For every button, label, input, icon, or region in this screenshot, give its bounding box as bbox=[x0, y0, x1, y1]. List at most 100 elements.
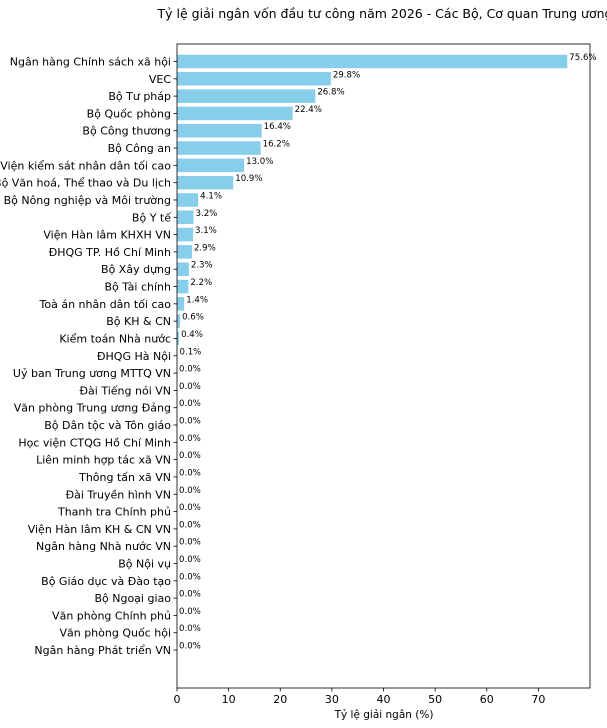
category-label: Bộ Nông nghiệp và Môi trường bbox=[4, 194, 171, 207]
value-label: 0.4% bbox=[181, 330, 203, 340]
value-label: 0.0% bbox=[179, 503, 201, 513]
value-label: 0.0% bbox=[179, 365, 201, 375]
bar bbox=[177, 193, 199, 207]
value-label: 0.6% bbox=[182, 313, 204, 323]
bar bbox=[177, 106, 293, 121]
value-label: 10.9% bbox=[235, 174, 262, 184]
x-tick-label: 0 bbox=[174, 693, 181, 706]
category-label: Ngân hàng Chính sách xã hội bbox=[10, 56, 171, 69]
category-label: ĐHQG Hà Nội bbox=[97, 350, 171, 363]
category-label: Bộ Văn hoá, Thể thao và Du lịch bbox=[0, 177, 171, 190]
value-label: 2.9% bbox=[194, 243, 216, 253]
category-label: VEC bbox=[149, 73, 171, 86]
value-label: 1.4% bbox=[186, 295, 208, 305]
category-label: Toà án nhân dân tối cao bbox=[39, 298, 172, 311]
category-label: Đài Tiếng nói VN bbox=[80, 384, 171, 397]
category-label: Bộ Tài chính bbox=[104, 281, 171, 294]
value-label: 16.4% bbox=[264, 122, 291, 132]
category-label: Đài Truyền hình VN bbox=[66, 488, 171, 501]
category-label: Bộ Xây dựng bbox=[101, 263, 171, 276]
bar bbox=[177, 297, 185, 311]
value-label: 13.0% bbox=[246, 157, 273, 167]
bar bbox=[177, 89, 316, 103]
value-label: 4.1% bbox=[200, 191, 222, 201]
value-label: 3.1% bbox=[195, 226, 217, 236]
category-label: Thông tấn xã VN bbox=[78, 471, 171, 484]
bar bbox=[177, 262, 189, 276]
bar bbox=[177, 210, 194, 225]
category-label: ĐHQG TP. Hồ Chí Minh bbox=[49, 246, 171, 259]
chart-title: Tỷ lệ giải ngân vốn đầu tư công năm 2026… bbox=[157, 6, 607, 21]
bar bbox=[177, 175, 234, 190]
category-label: Bộ Dân tộc và Tôn giáo bbox=[44, 419, 171, 432]
bar bbox=[177, 54, 568, 69]
category-label: Bộ Công thương bbox=[82, 125, 171, 138]
category-label: Bộ Nội vụ bbox=[118, 557, 171, 570]
category-label: Văn phòng Quốc hội bbox=[59, 627, 171, 640]
value-label: 0.0% bbox=[179, 486, 201, 496]
bar bbox=[177, 227, 194, 242]
category-label: Bộ Ngoại giao bbox=[94, 592, 171, 605]
bar bbox=[177, 72, 331, 86]
category-label: Liên minh hợp tác xã VN bbox=[36, 454, 171, 467]
category-label: Bộ Tư pháp bbox=[108, 90, 171, 103]
value-label: 2.2% bbox=[190, 278, 212, 288]
category-label: Học viện CTQG Hồ Chí Minh bbox=[18, 436, 171, 449]
x-tick-label: 50 bbox=[428, 693, 442, 706]
value-label: 0.0% bbox=[179, 555, 201, 565]
bars-layer bbox=[177, 54, 568, 363]
value-label: 16.2% bbox=[263, 140, 290, 150]
value-label: 0.0% bbox=[179, 417, 201, 427]
value-label: 29.8% bbox=[333, 70, 360, 80]
value-label: 22.4% bbox=[295, 105, 322, 115]
value-label: 0.0% bbox=[179, 399, 201, 409]
value-label: 0.0% bbox=[179, 520, 201, 530]
x-tick-label: 40 bbox=[377, 693, 391, 706]
category-label: Ngân hàng Phát triển VN bbox=[34, 644, 171, 657]
category-label: Bộ Công an bbox=[108, 142, 171, 155]
bar bbox=[177, 331, 180, 346]
value-label: 26.8% bbox=[317, 88, 344, 98]
x-tick-label: 70 bbox=[531, 693, 545, 706]
bar bbox=[177, 314, 181, 328]
category-label: Ngân hàng Nhà nước VN bbox=[36, 540, 171, 553]
category-label: Văn phòng Chính phủ bbox=[52, 609, 171, 622]
bar bbox=[177, 141, 261, 155]
bar bbox=[177, 123, 262, 138]
x-tick-label: 20 bbox=[273, 693, 287, 706]
category-label: Bộ Y tế bbox=[132, 211, 171, 224]
plot-frame bbox=[176, 43, 591, 689]
value-label: 2.3% bbox=[191, 261, 213, 271]
category-label: Kiểm toán Nhà nước bbox=[59, 332, 171, 345]
value-label: 3.2% bbox=[196, 209, 218, 219]
category-label: Bộ Giáo dục và Đào tạo bbox=[41, 575, 171, 588]
category-label: Thanh tra Chính phủ bbox=[57, 506, 171, 519]
value-labels: 75.6% 29.8% 26.8% 22.4% 16.4% 16.2% 13.0% 10.9%… bbox=[179, 53, 597, 652]
category-label: Viện kiểm sát nhân dân tối cao bbox=[0, 159, 171, 172]
value-label: 0.0% bbox=[179, 590, 201, 600]
value-label: 0.0% bbox=[179, 538, 201, 548]
x-tick-label: 30 bbox=[325, 693, 339, 706]
x-axis-label: Tỷ lệ giải ngân (%) bbox=[334, 709, 434, 721]
value-label: 0.0% bbox=[179, 451, 201, 461]
value-label: 0.1% bbox=[180, 347, 202, 357]
x-tick-label: 60 bbox=[480, 693, 494, 706]
value-label: 0.0% bbox=[179, 624, 201, 634]
category-labels: Ngân hàng Chính sách xã hội VEC Bộ Tư pháp… bbox=[0, 56, 177, 657]
value-label: 0.0% bbox=[179, 468, 201, 478]
category-label: Bộ Quốc phòng bbox=[87, 107, 171, 120]
value-label: 0.0% bbox=[179, 382, 201, 392]
category-label: Viện Hàn lâm KHXH VN bbox=[43, 229, 171, 242]
bar bbox=[177, 245, 192, 259]
value-label: 0.0% bbox=[179, 642, 201, 652]
category-label: Uỷ ban Trung ương MTTQ VN bbox=[13, 367, 171, 380]
category-label: Viện Hàn lâm KH & CN VN bbox=[28, 523, 171, 536]
x-tick-label: 10 bbox=[222, 693, 236, 706]
value-label: 0.0% bbox=[179, 572, 201, 582]
category-label: Bộ KH & CN bbox=[106, 315, 171, 328]
value-label: 75.6% bbox=[569, 53, 596, 63]
bar bbox=[177, 158, 245, 173]
value-label: 0.0% bbox=[179, 434, 201, 444]
x-axis-ticks: 0 10 20 30 40 50 60 70 bbox=[174, 688, 545, 706]
